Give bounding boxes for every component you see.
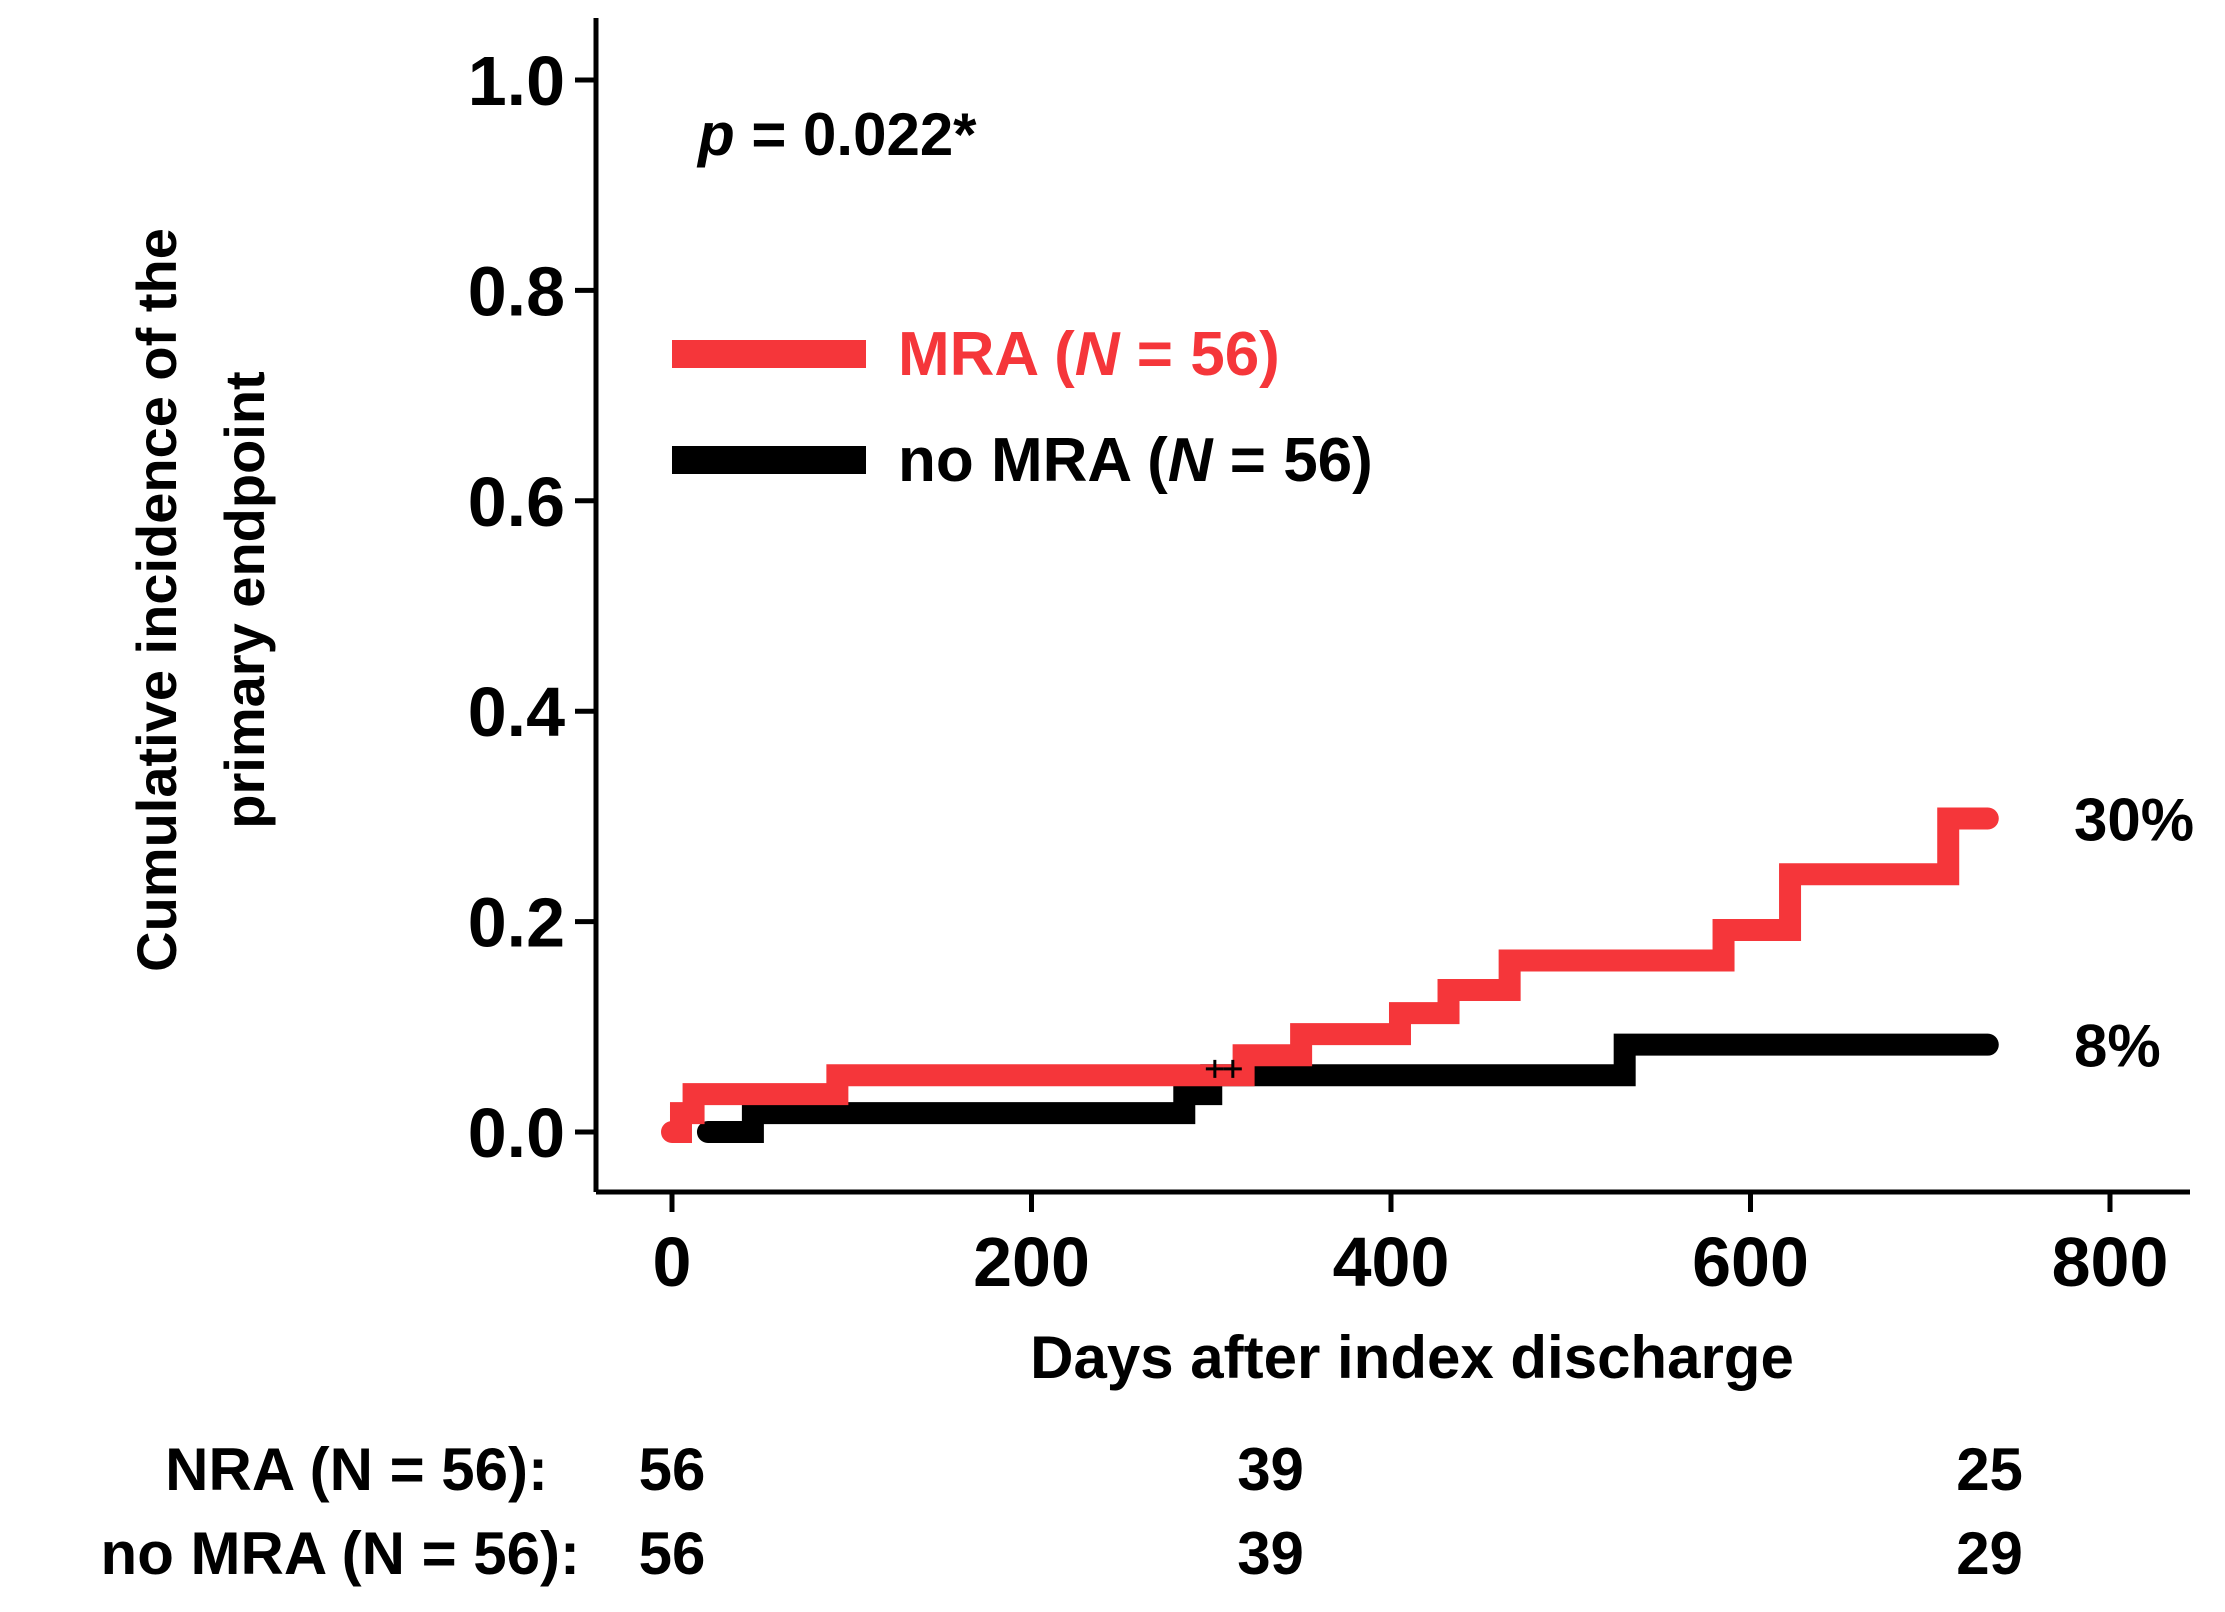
x-axis-label: Days after index discharge	[1030, 1324, 1794, 1391]
y-axis-label-line2: primary endpoint	[213, 371, 276, 828]
end-label-no-mra: 8%	[2074, 1013, 2161, 1080]
risk-table: NRA (N = 56): no MRA (N = 56): 56 39 25 …	[101, 1436, 2023, 1587]
p-symbol: p	[696, 101, 735, 168]
x-tick-label: 800	[2052, 1223, 2169, 1301]
x-tick-label: 600	[1692, 1223, 1809, 1301]
risk-value-no-mra-t1: 39	[1237, 1520, 1304, 1587]
legend-label-mra: MRA (N = 56)	[898, 320, 1280, 389]
legend-mra-n: N	[1075, 320, 1121, 389]
censor-mark	[1223, 1059, 1242, 1078]
y-axis-label-line1: Cumulative incidence of the	[125, 228, 188, 972]
legend: MRA (N = 56) no MRA (N = 56)	[672, 320, 1373, 495]
y-tick-label: 1.0	[468, 42, 565, 120]
series-line-no-mra	[696, 1033, 1999, 1143]
risk-value-mra-t1: 39	[1237, 1436, 1304, 1503]
legend-no-mra-n: N	[1168, 426, 1214, 495]
censor-mark	[1205, 1059, 1224, 1078]
p-value-text: = 0.022*	[735, 101, 978, 168]
y-axis-label: Cumulative incidence of the primary endp…	[125, 228, 276, 972]
legend-mra-suffix: = 56)	[1120, 320, 1280, 389]
y-tick-label: 0.4	[468, 673, 565, 751]
y-tick-label: 0.6	[468, 463, 565, 541]
p-value-annotation: p = 0.022*	[696, 101, 977, 168]
legend-mra-prefix: MRA (	[898, 320, 1075, 389]
end-label-mra: 30%	[2074, 787, 2194, 854]
risk-row-label-mra: NRA (N = 56):	[165, 1436, 548, 1503]
censor-marks	[1205, 1059, 1242, 1078]
x-tick-label: 200	[973, 1223, 1090, 1301]
y-tick-label: 0.0	[468, 1094, 565, 1172]
legend-label-no-mra: no MRA (N = 56)	[898, 426, 1373, 495]
x-tick-label: 0	[653, 1223, 692, 1301]
risk-value-mra-t2: 25	[1956, 1436, 2023, 1503]
risk-value-no-mra-t0: 56	[639, 1520, 706, 1587]
series-layer	[661, 807, 1999, 1143]
y-tick-label: 0.8	[468, 252, 565, 330]
y-ticks: 0.0 0.2 0.4 0.6 0.8 1.0	[468, 42, 596, 1172]
risk-value-no-mra-t2: 29	[1956, 1520, 2023, 1587]
legend-no-mra-prefix: no MRA (	[898, 426, 1168, 495]
y-tick-label: 0.2	[468, 884, 565, 962]
series-line-mra	[661, 807, 1999, 1143]
x-ticks: 0 200 400 600 800	[653, 1192, 2169, 1301]
risk-row-label-no-mra: no MRA (N = 56):	[101, 1520, 580, 1587]
risk-value-mra-t0: 56	[639, 1436, 706, 1503]
x-tick-label: 400	[1333, 1223, 1450, 1301]
legend-no-mra-suffix: = 56)	[1213, 426, 1373, 495]
